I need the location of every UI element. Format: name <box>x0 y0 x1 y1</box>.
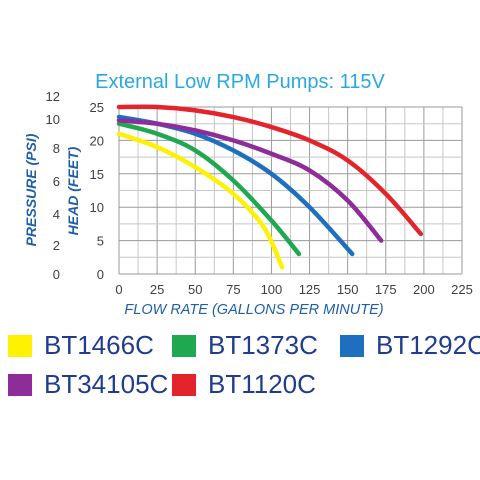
y-axis-label-head: HEAD (FEET) <box>65 146 81 235</box>
x-tick-label: 200 <box>413 282 435 297</box>
y-tick-label-head: 10 <box>90 200 104 215</box>
legend-swatch <box>8 374 32 396</box>
x-tick-label: 150 <box>337 282 359 297</box>
y-tick-label-psi: 12 <box>46 89 60 104</box>
legend-label: BT1120C <box>208 369 316 399</box>
x-tick-label: 225 <box>451 282 473 297</box>
tick-labels: 0 25 50 75 100 125 150 175 200 225 0 5 10 15 20 25 0 2 4 6 8… <box>46 89 473 297</box>
y-tick-label-psi: 4 <box>53 207 60 222</box>
x-tick-label: 125 <box>299 282 321 297</box>
y-tick-label-psi: 0 <box>53 267 60 282</box>
series-lines <box>116 104 424 270</box>
series-line-bt1466c <box>116 131 285 270</box>
y-tick-label-psi: 8 <box>53 141 60 156</box>
legend-label: BT1373C <box>208 330 318 360</box>
y-axis-label-psi: PRESSURE (PSI) <box>23 133 39 246</box>
x-tick-label: 50 <box>188 282 202 297</box>
y-tick-label-psi: 2 <box>53 238 60 253</box>
y-tick-label-head: 20 <box>90 133 104 148</box>
x-axis-label: FLOW RATE (GALLONS PER MINUTE) <box>124 302 383 318</box>
legend-swatch <box>172 374 196 396</box>
series-line-bt1373c <box>116 121 302 257</box>
chart-title: External Low RPM Pumps: 115V <box>95 71 385 93</box>
y-tick-label-head: 5 <box>97 234 104 249</box>
x-tick-label: 175 <box>375 282 397 297</box>
legend-label: BT34105C <box>44 369 169 399</box>
x-tick-label: 75 <box>226 282 240 297</box>
y-tick-label-psi: 10 <box>46 112 60 127</box>
legend-label: BT1292C <box>376 330 480 360</box>
x-tick-label: 0 <box>115 282 122 297</box>
y-tick-label-head: 15 <box>90 167 104 182</box>
x-tick-label: 25 <box>150 282 164 297</box>
x-tick-label: 100 <box>261 282 283 297</box>
y-tick-label-psi: 6 <box>53 174 60 189</box>
legend-swatch <box>340 335 364 357</box>
y-tick-label-head: 25 <box>90 100 104 115</box>
y-tick-label-head: 0 <box>97 267 104 282</box>
legend-swatch <box>8 335 32 357</box>
legend-label: BT1466C <box>44 330 154 360</box>
series-line-bt34105c <box>116 118 384 243</box>
legend-swatch <box>172 335 196 357</box>
series-line-bt1120c <box>116 104 424 237</box>
